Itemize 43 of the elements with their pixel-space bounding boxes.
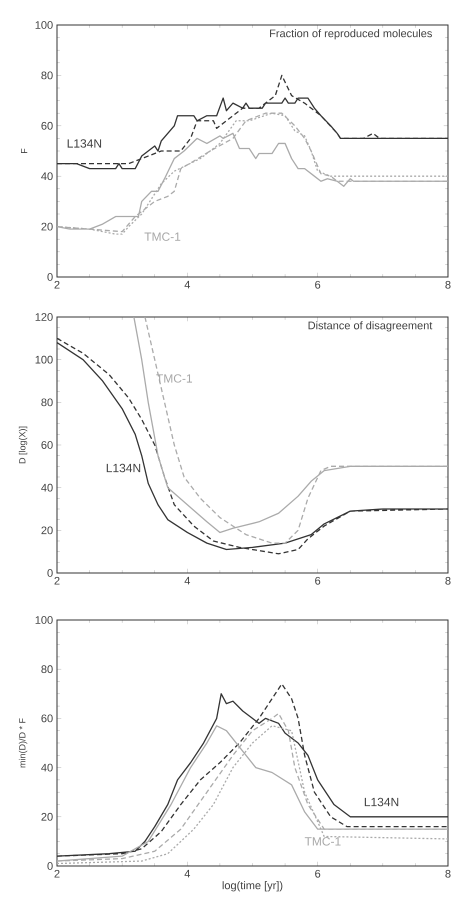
y-tick-label: 60	[41, 441, 53, 449]
y-tick-label: 60	[41, 714, 53, 722]
y-tick-label: 20	[41, 526, 53, 534]
annotation: L134N	[364, 798, 398, 806]
x-axis-title: log(time [yr])	[222, 881, 282, 892]
y-tick-label: 20	[41, 222, 53, 230]
y-tick-label: 80	[41, 665, 53, 674]
annotation: L134N	[106, 464, 140, 472]
chart-title: Distance of disagreement	[308, 321, 432, 332]
annotation: TMC-1	[304, 837, 341, 846]
y-tick-label: 80	[41, 398, 53, 406]
x-tick-label: 4	[184, 576, 190, 584]
x-tick-label: 8	[445, 576, 451, 585]
annotation: L134N	[68, 139, 102, 148]
y-tick-label: 120	[36, 313, 53, 321]
x-tick-label: 8	[445, 280, 451, 289]
y-tick-label: 40	[41, 484, 53, 492]
y-tick-label: 0	[47, 862, 53, 870]
y-tick-label: 100	[36, 616, 53, 624]
x-tick-label: 8	[445, 870, 451, 878]
x-tick-label: 2	[54, 576, 60, 585]
y-tick-label: 100	[36, 356, 53, 364]
y-tick-label: 0	[47, 569, 53, 577]
y-tick-label: 0	[47, 273, 53, 281]
chart-title: Fraction of reproduced molecules	[270, 29, 432, 40]
y-tick-label: 40	[41, 764, 53, 772]
y-tick-label: 40	[41, 172, 53, 180]
y-tick-label: 20	[41, 812, 53, 821]
x-tick-label: 6	[315, 576, 320, 585]
x-tick-label: 4	[184, 280, 190, 288]
y-tick-label: 100	[36, 21, 53, 29]
x-tick-label: 2	[54, 280, 60, 289]
y-axis-title: min(D)/D * F	[18, 718, 28, 768]
y-tick-label: 80	[41, 72, 53, 80]
y-tick-label: 60	[41, 122, 53, 130]
y-axis-title: D [log(X)]	[18, 426, 28, 464]
x-tick-label: 6	[315, 280, 320, 289]
x-tick-label: 2	[54, 870, 60, 878]
x-tick-label: 6	[315, 870, 320, 878]
y-axis-title: F	[21, 148, 28, 154]
annotation: TMC-1	[144, 232, 180, 241]
annotation: TMC-1	[156, 374, 192, 383]
x-tick-label: 4	[184, 870, 190, 878]
